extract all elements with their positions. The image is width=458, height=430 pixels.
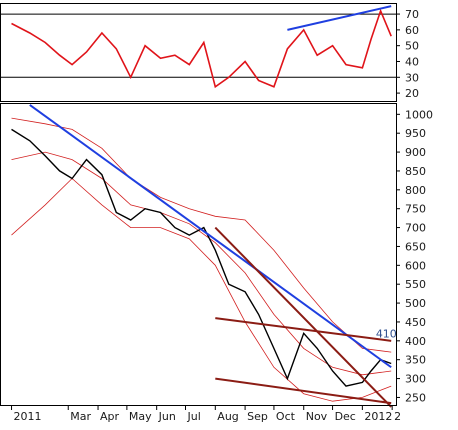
price-tick-label: 250 — [405, 391, 426, 404]
band-lower-line — [11, 177, 392, 402]
price-tick-label: 350 — [405, 354, 426, 367]
oscillator-trendline — [287, 5, 392, 31]
band-upper-line — [11, 151, 392, 376]
annotation-410: 410 — [376, 327, 397, 340]
price-tick-label: 400 — [405, 335, 426, 348]
x-tick-label: 2 — [394, 410, 401, 423]
x-axis: 2011 Mar Apr May Jun Jul Aug Sep Oct Nov Dec 2012 2 — [0, 405, 401, 423]
x-tick-label: Apr — [100, 410, 120, 423]
price-tick-label: 650 — [405, 240, 426, 253]
x-tick-label: Mar — [70, 410, 91, 423]
x-tick-label: Jun — [158, 410, 176, 423]
x-tick-label: Sep — [247, 410, 268, 423]
price-tick-label: 450 — [405, 316, 426, 329]
oscillator-line — [11, 8, 392, 89]
trendline-channel-top — [215, 317, 392, 342]
osc-tick-label: 60 — [405, 24, 419, 37]
price-tick-label: 300 — [405, 373, 426, 386]
price-tick-label: 700 — [405, 222, 426, 235]
trendline-fast-down — [214, 226, 392, 408]
osc-tick-label: 70 — [405, 8, 419, 21]
price-panel: 1000 950 900 850 800 750 700 650 600 550 500 450 400… — [0, 103, 433, 408]
price-line — [11, 128, 392, 387]
x-tick-label: Jul — [187, 410, 201, 423]
x-tick-label: Dec — [335, 410, 356, 423]
trendline-channel-bottom — [215, 377, 392, 405]
osc-tick-label: 50 — [405, 40, 419, 53]
osc-tick-label: 20 — [405, 87, 419, 100]
x-tick-label: May — [129, 410, 152, 423]
x-tick-label: 2011 — [14, 410, 42, 423]
price-tick-label: 1000 — [405, 108, 433, 121]
price-tick-label: 850 — [405, 165, 426, 178]
price-tick-label: 900 — [405, 146, 426, 159]
x-tick-label: Nov — [306, 410, 328, 423]
trendline-resistance — [29, 104, 392, 369]
x-tick-label: Oct — [276, 410, 296, 423]
osc-tick-label: 40 — [405, 55, 419, 68]
band-middle-line — [11, 117, 392, 353]
x-tick-label: 2012 — [364, 410, 392, 423]
price-tick-label: 550 — [405, 278, 426, 291]
x-tick-label: Aug — [217, 410, 238, 423]
price-tick-label: 600 — [405, 259, 426, 272]
oscillator-frame — [0, 3, 397, 102]
price-tick-label: 950 — [405, 127, 426, 140]
price-tick-label: 500 — [405, 297, 426, 310]
price-tick-label: 800 — [405, 184, 426, 197]
oscillator-panel: 70 60 50 40 30 20 — [0, 3, 419, 102]
osc-tick-label: 30 — [405, 71, 419, 84]
price-frame — [0, 103, 397, 406]
price-tick-label: 750 — [405, 203, 426, 216]
